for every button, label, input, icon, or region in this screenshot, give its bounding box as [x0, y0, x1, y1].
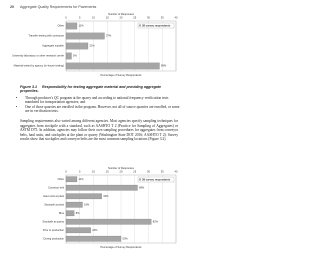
x-axis-label: Percentage of Survey Respondents	[101, 73, 143, 77]
value-label: 34%	[103, 194, 109, 198]
value-label: 21%	[90, 44, 96, 48]
x-tick-label: 30	[147, 170, 150, 174]
x-tick-label: 10	[92, 170, 95, 174]
x-axis-label: Percentage of Survey Respondents	[101, 245, 143, 249]
x-tick-label: 10	[92, 16, 95, 20]
category-label: Aggregate supplier	[42, 44, 64, 48]
x-tick-label: 35	[161, 16, 164, 20]
category-label: Stockpile at plant	[44, 202, 64, 206]
bar	[65, 176, 78, 183]
bullet-list: Through producer's QC program at the qua…	[20, 96, 183, 114]
value-label: 24%	[92, 228, 98, 232]
caption-label: Figure 3.1	[20, 85, 37, 89]
legend-box	[137, 22, 175, 29]
category-label: Conveyor belt	[48, 185, 64, 189]
x-tick-label: 5	[79, 170, 81, 174]
axis-title: Number of Responses	[108, 166, 135, 170]
axis-title: Number of Responses	[108, 12, 135, 16]
category-label: During production	[44, 236, 65, 240]
page-number: 20	[10, 5, 14, 9]
x-tick-label: 40	[175, 170, 178, 174]
x-tick-label: 25	[133, 16, 136, 20]
bar	[65, 52, 72, 60]
bar	[65, 32, 105, 40]
category-label: Other	[58, 177, 65, 181]
legend-note: 38 survey respondents	[142, 177, 171, 181]
value-label: 11%	[79, 177, 85, 181]
bar	[65, 235, 122, 242]
x-tick-label: 25	[133, 170, 136, 174]
category-label: Stockpile at quarry	[43, 219, 65, 223]
bar	[65, 227, 91, 234]
running-header: 20 Aggregate Quality Requirements for Pav…	[10, 5, 102, 9]
value-label: 37%	[106, 34, 112, 38]
x-tick-label: 30	[147, 16, 150, 20]
category-label: Other	[58, 24, 65, 28]
bar	[65, 201, 83, 208]
value-label: 68%	[139, 185, 145, 189]
value-label: 11%	[79, 24, 85, 28]
bar	[65, 62, 160, 70]
category-label: Bins	[59, 211, 65, 215]
legend-note: 38 survey respondents	[142, 23, 171, 27]
bar	[65, 210, 75, 217]
value-label: 8%	[76, 211, 80, 215]
figure-chart: Number of Responses 0 5 10 15 20 25 30 35 40 Other…	[12, 12, 178, 77]
legend-box	[137, 176, 175, 183]
bar	[65, 184, 138, 191]
value-label: 53%	[123, 236, 129, 240]
bar	[65, 42, 89, 50]
x-tick-label: 20	[120, 170, 123, 174]
category-label: Transfer-testing with contractor	[28, 34, 64, 38]
category-label: Haul units at plant	[43, 194, 64, 198]
x-tick-label: 0	[65, 170, 67, 174]
paragraph: Sampling requirements also varied among …	[20, 119, 178, 141]
x-tick-label: 40	[175, 16, 178, 20]
legend-swatch	[139, 24, 141, 27]
figure-chart: Number of Responses 0 5 10 15 20 25 30 35 40 Other…	[43, 166, 178, 249]
bullet: Through producer's QC program at the qua…	[25, 96, 183, 105]
value-label: 82%	[153, 219, 159, 223]
bar	[65, 22, 78, 30]
figure-caption: Figure 3.1 Responsibility for testing agg…	[20, 85, 180, 94]
category-label: Material tested by agency (in-house test…	[14, 64, 64, 68]
plot-frame	[65, 174, 177, 244]
bullet: One of those quarries are enrolled in th…	[25, 105, 183, 114]
bar	[65, 218, 152, 225]
category-label: Prior to production	[43, 228, 65, 232]
legend-swatch	[139, 178, 141, 181]
value-label: 5%	[73, 54, 77, 58]
x-tick-label: 5	[79, 16, 81, 20]
running-title: Aggregate Quality Requirements for Pavem…	[20, 5, 97, 9]
x-tick-label: 15	[106, 170, 109, 174]
caption-text: Responsibility for testing aggregate mat…	[20, 85, 161, 94]
page: 20 Aggregate Quality Requirements for Pav…	[0, 0, 197, 255]
x-tick-label: 35	[161, 170, 164, 174]
x-tick-label: 20	[120, 16, 123, 20]
x-tick-label: 15	[106, 16, 109, 20]
value-label: 16%	[84, 202, 90, 206]
category-label: University laboratory or other research …	[12, 54, 64, 58]
bar	[65, 193, 102, 200]
value-label: 89%	[161, 64, 167, 68]
x-tick-label: 0	[65, 16, 67, 20]
